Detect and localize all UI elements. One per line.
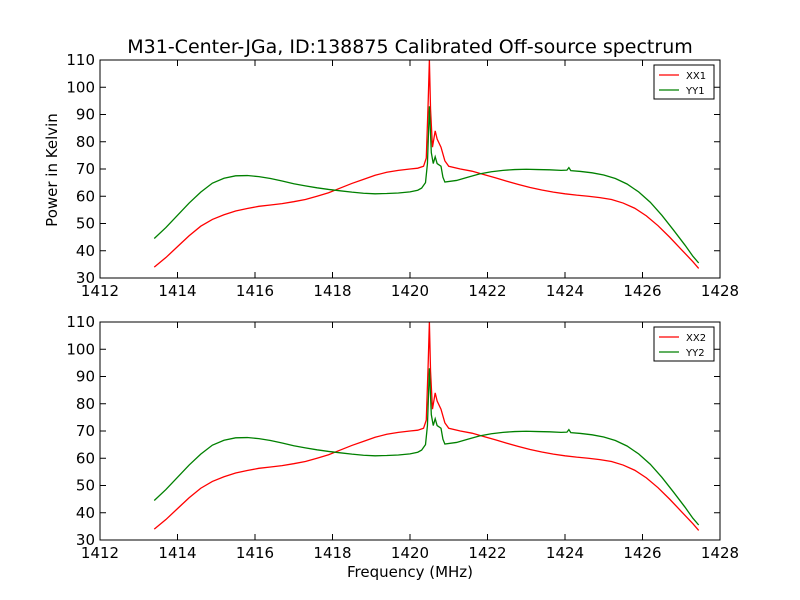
legend-label-yy2: YY2 bbox=[685, 348, 705, 359]
y-tick-label: 110 bbox=[66, 313, 95, 331]
y-tick-label: 60 bbox=[76, 449, 95, 467]
bottom-panel: 1412 1414 1416 1418 1420 1422 1424 1426 1428 30 40… bbox=[66, 313, 739, 562]
x-tick-label: 1424 bbox=[546, 282, 584, 300]
y-tick-label: 80 bbox=[76, 395, 95, 413]
y-tick-label: 40 bbox=[76, 504, 95, 522]
legend-box bbox=[653, 64, 715, 100]
y-axis-label: Power in Kelvin bbox=[43, 113, 61, 227]
top-panel: 1412 1414 1416 1418 1420 1422 1424 1426 1428 30 40… bbox=[66, 51, 739, 300]
y-tick-label: 60 bbox=[76, 187, 95, 205]
x-tick-label: 1428 bbox=[701, 282, 739, 300]
x-tick-label: 1420 bbox=[391, 282, 429, 300]
series-line-xx2 bbox=[153, 321, 700, 531]
x-tick-label: 1418 bbox=[313, 282, 351, 300]
x-tick-label: 1428 bbox=[701, 544, 739, 562]
chart-title: M31-Center-JGa, ID:138875 Calibrated Off… bbox=[127, 36, 693, 58]
y-tick-label: 90 bbox=[76, 368, 95, 386]
x-tick-label: 1414 bbox=[158, 544, 196, 562]
series-line-yy1 bbox=[153, 106, 700, 264]
y-tick-label: 90 bbox=[76, 106, 95, 124]
x-tick-label: 1420 bbox=[391, 544, 429, 562]
x-tick-label: 1422 bbox=[468, 282, 506, 300]
x-tick-label: 1412 bbox=[81, 282, 119, 300]
y-tick-label: 100 bbox=[66, 340, 95, 358]
y-tick-label: 70 bbox=[76, 160, 95, 178]
y-tick-label: 80 bbox=[76, 133, 95, 151]
legend-box bbox=[653, 326, 715, 362]
x-tick-label: 1426 bbox=[623, 544, 661, 562]
y-tick-label: 40 bbox=[76, 242, 95, 260]
y-tick-label: 50 bbox=[76, 477, 95, 495]
legend-label-yy1: YY1 bbox=[685, 86, 705, 97]
x-tick-label: 1418 bbox=[313, 544, 351, 562]
x-tick-label: 1424 bbox=[546, 544, 584, 562]
x-tick-label: 1426 bbox=[623, 282, 661, 300]
y-tick-label: 70 bbox=[76, 422, 95, 440]
y-tick-label: 110 bbox=[66, 51, 95, 69]
x-tick-label: 1416 bbox=[236, 282, 274, 300]
y-tick-label: 100 bbox=[66, 78, 95, 96]
x-tick-label: 1412 bbox=[81, 544, 119, 562]
series-line-xx1 bbox=[153, 59, 700, 269]
y-tick-label: 30 bbox=[76, 531, 95, 549]
x-tick-label: 1422 bbox=[468, 544, 506, 562]
series-line-yy2 bbox=[153, 368, 700, 526]
legend-label-xx2: XX2 bbox=[686, 333, 706, 344]
legend-label-xx1: XX1 bbox=[686, 71, 706, 82]
x-tick-label: 1416 bbox=[236, 544, 274, 562]
x-axis-label: Frequency (MHz) bbox=[347, 563, 473, 581]
x-tick-label: 1414 bbox=[158, 282, 196, 300]
y-tick-label: 50 bbox=[76, 215, 95, 233]
y-tick-label: 30 bbox=[76, 269, 95, 287]
